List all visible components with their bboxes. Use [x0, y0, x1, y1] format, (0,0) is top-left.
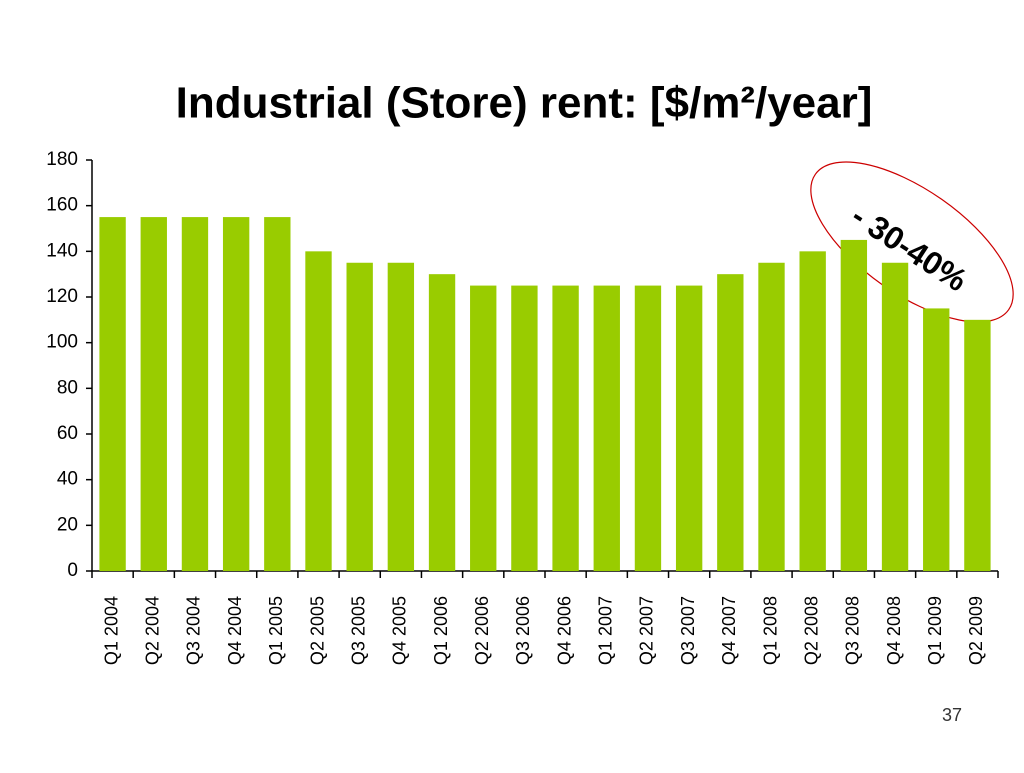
x-tick-label: Q4 2005: [390, 596, 410, 665]
x-tick-label: Q3 2005: [348, 596, 368, 665]
y-tick-label: 120: [46, 286, 78, 307]
y-tick-label: 80: [57, 377, 78, 398]
x-tick-label: Q3 2004: [184, 596, 204, 665]
x-tick-label: Q3 2006: [513, 596, 533, 665]
bar: [675, 285, 703, 571]
x-tick-label: Q1 2009: [925, 596, 945, 665]
bar: [964, 319, 991, 571]
x-tick-label: Q2 2004: [143, 596, 163, 665]
x-tick-label: Q1 2007: [596, 596, 616, 665]
x-tick-label: Q1 2006: [431, 596, 451, 665]
x-tick-label: Q1 2008: [760, 596, 780, 665]
x-tick-label: Q1 2005: [266, 596, 286, 665]
bar: [305, 251, 332, 572]
bar: [140, 217, 167, 572]
bar: [840, 239, 868, 571]
bar: [181, 217, 209, 572]
x-tick-label: Q2 2008: [801, 596, 821, 665]
y-tick-label: 0: [67, 560, 78, 581]
x-tick-label: Q3 2008: [843, 596, 863, 665]
bar: [99, 217, 126, 572]
bar: [346, 262, 373, 571]
x-tick-label: Q3 2007: [678, 596, 698, 665]
x-tick-label: Q2 2005: [307, 596, 327, 665]
y-tick-label: 20: [57, 514, 78, 535]
bar: [881, 262, 909, 571]
y-tick-label: 40: [57, 469, 78, 490]
bar: [552, 285, 579, 571]
bar: [923, 308, 950, 571]
y-tick-label: 100: [46, 332, 78, 353]
bar: [758, 262, 785, 571]
bar: [511, 285, 538, 571]
x-tick-label: Q2 2009: [966, 596, 986, 665]
x-tick-label: Q1 2004: [101, 596, 121, 665]
bar: [593, 285, 620, 571]
x-tick-label: Q4 2004: [225, 596, 245, 665]
bar: [387, 262, 415, 571]
bar: [717, 274, 744, 571]
x-tick-label: Q2 2007: [637, 596, 657, 665]
bar: [634, 285, 662, 571]
y-tick-label: 180: [46, 149, 78, 170]
x-tick-label: Q4 2007: [719, 596, 739, 665]
chart-title: Industrial (Store) rent: [$/m²/year]: [176, 79, 873, 128]
x-tick-label: Q4 2006: [554, 596, 574, 665]
x-tick-label: Q2 2006: [472, 596, 492, 665]
bar: [470, 285, 497, 571]
x-tick-label: Q4 2008: [884, 596, 904, 665]
y-tick-label: 160: [46, 195, 78, 216]
bar: [428, 274, 456, 571]
bar: [264, 217, 291, 572]
slide-number: 37: [942, 705, 962, 725]
y-tick-label: 140: [46, 240, 78, 261]
y-tick-label: 60: [57, 423, 78, 444]
bar: [222, 217, 250, 572]
bar: [799, 251, 826, 572]
